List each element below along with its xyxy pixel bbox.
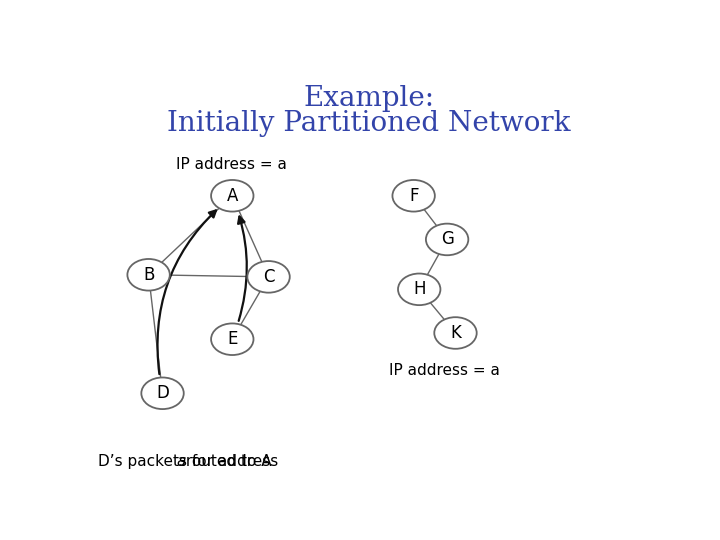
Text: E: E (227, 330, 238, 348)
Text: B: B (143, 266, 154, 284)
Circle shape (141, 377, 184, 409)
Circle shape (211, 323, 253, 355)
Text: C: C (263, 268, 274, 286)
Text: routed to A: routed to A (181, 454, 271, 469)
Text: Initially Partitioned Network: Initially Partitioned Network (167, 110, 571, 137)
Text: H: H (413, 280, 426, 298)
Circle shape (248, 261, 289, 293)
Text: IP address = a: IP address = a (176, 157, 287, 172)
Text: A: A (227, 187, 238, 205)
Text: IP address = a: IP address = a (389, 363, 500, 378)
Text: Example:: Example: (303, 85, 435, 112)
Text: a: a (176, 454, 186, 469)
Circle shape (434, 317, 477, 349)
Circle shape (127, 259, 170, 291)
Circle shape (398, 274, 441, 305)
Circle shape (392, 180, 435, 212)
Circle shape (211, 180, 253, 212)
Text: D’s packets for address: D’s packets for address (99, 454, 284, 469)
Text: D: D (156, 384, 169, 402)
Text: F: F (409, 187, 418, 205)
Text: G: G (441, 231, 454, 248)
Text: K: K (450, 324, 461, 342)
Circle shape (426, 224, 468, 255)
